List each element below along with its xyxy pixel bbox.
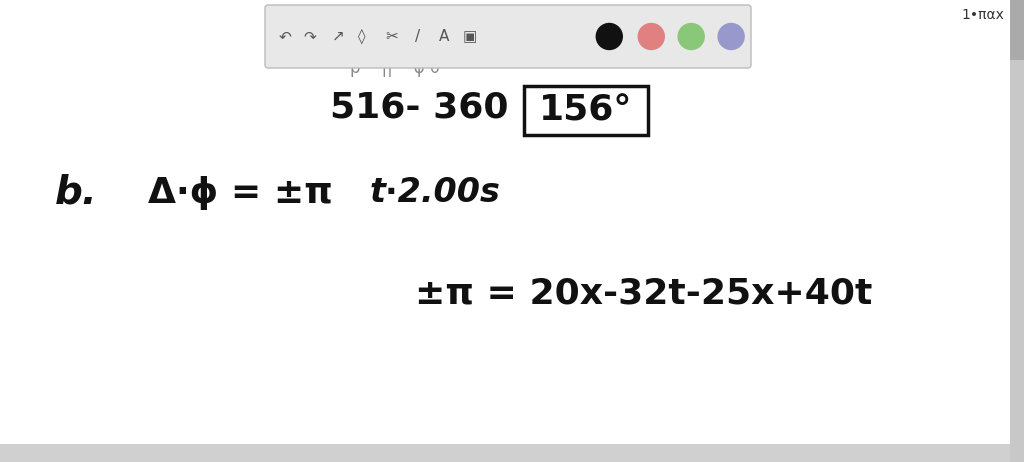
Bar (1010, 0, 1024, 462)
Text: A: A (439, 29, 450, 44)
Text: ✂: ✂ (386, 29, 398, 44)
Circle shape (718, 24, 744, 49)
Text: p    ||    ϕ·θ: p || ϕ·θ (350, 59, 440, 77)
Circle shape (678, 24, 705, 49)
Circle shape (596, 24, 623, 49)
Text: ↗: ↗ (332, 29, 344, 44)
Text: 156°: 156° (540, 93, 633, 128)
Text: ↶: ↶ (279, 29, 292, 44)
Text: /: / (416, 29, 421, 44)
FancyBboxPatch shape (265, 5, 751, 68)
Text: ▣: ▣ (463, 29, 477, 44)
Text: ◊: ◊ (358, 29, 366, 44)
Text: 1•παx: 1•παx (962, 8, 1004, 22)
Bar (1010, 0, 1024, 60)
Text: 516- 360 =: 516- 360 = (330, 91, 564, 125)
Text: ↷: ↷ (304, 29, 316, 44)
Text: t∙2.00s: t∙2.00s (370, 176, 501, 209)
Text: Δ·ϕ = ±π: Δ·ϕ = ±π (148, 176, 333, 210)
Circle shape (638, 24, 665, 49)
Text: ±π = 20x-32t-25x+40t: ±π = 20x-32t-25x+40t (415, 276, 872, 310)
Text: b.: b. (55, 174, 97, 212)
Bar (0, 444, 1010, 462)
Bar (524, 86, 648, 135)
